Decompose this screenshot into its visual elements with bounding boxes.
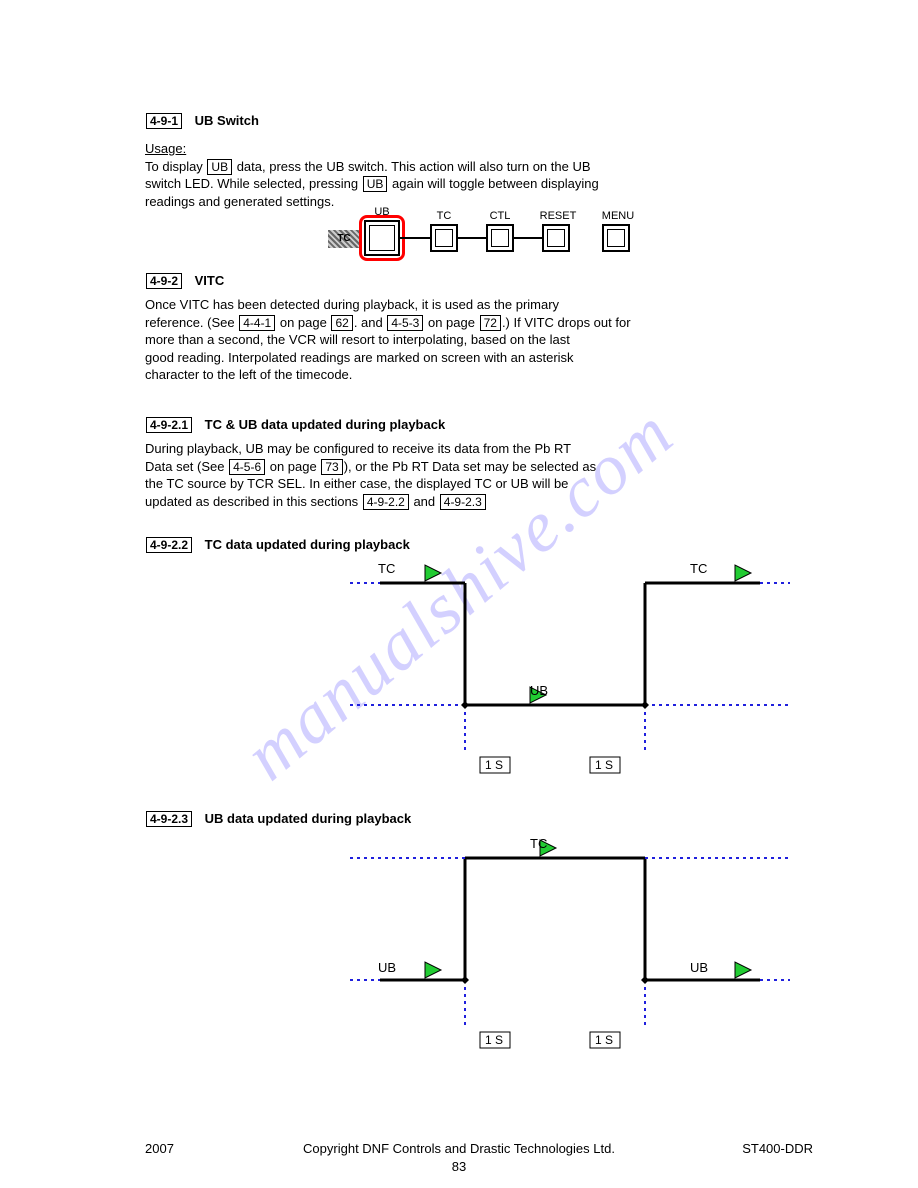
section-number-box: 4-9-1 <box>146 113 182 129</box>
section-title: UB data updated during playback <box>205 811 412 826</box>
section-title: TC data updated during playback <box>205 537 410 552</box>
tc-button[interactable]: TC <box>430 224 458 252</box>
section-title: UB Switch <box>195 113 259 128</box>
svg-text:1 S: 1 S <box>595 1033 613 1047</box>
menu-button-label: MENU <box>598 210 638 222</box>
section-492-text: Once VITC has been detected during playb… <box>145 296 785 384</box>
ub-button[interactable]: UB <box>364 220 400 256</box>
tc-button-label: TC <box>432 210 456 222</box>
section-title: TC & UB data updated during playback <box>205 417 446 432</box>
connector <box>400 237 430 239</box>
tc-diagram: TC UB TC 1 S 1 S <box>350 555 790 785</box>
usage: Usage: To display UB data, press the UB … <box>145 140 599 210</box>
section-number-box: 4-9-2.1 <box>146 417 192 433</box>
section-number-box: 4-9-2.2 <box>146 537 192 553</box>
reset-button[interactable]: RESET <box>542 224 570 252</box>
svg-text:UB: UB <box>690 960 708 975</box>
ub-box2: UB <box>363 176 388 192</box>
ub-button-label: UB <box>366 206 398 218</box>
usage-text5: readings and generated settings. <box>145 194 334 209</box>
svg-text:TC: TC <box>378 561 395 576</box>
section-4923-heading: 4-9-2.3 UB data updated during playback <box>145 810 411 828</box>
menu-button[interactable]: MENU <box>602 224 630 252</box>
section-title: VITC <box>195 273 225 288</box>
svg-text:UB: UB <box>378 960 396 975</box>
ub-diagram: UB TC UB 1 S 1 S <box>350 830 790 1060</box>
reset-button-label: RESET <box>538 210 578 222</box>
tc-tag: TC <box>328 230 360 248</box>
svg-text:UB: UB <box>530 683 548 698</box>
connector <box>458 237 486 239</box>
connector <box>514 237 542 239</box>
usage-text3: switch LED. While selected, pressing <box>145 176 362 191</box>
buttons-row: TC UB TC CTL RESET MENU <box>330 212 670 262</box>
svg-text:1 S: 1 S <box>485 1033 503 1047</box>
section-4922-heading: 4-9-2.2 TC data updated during playback <box>145 536 410 554</box>
section-number-box: 4-9-2 <box>146 273 182 289</box>
section-492-heading: 4-9-2 VITC <box>145 272 224 290</box>
usage-text: To display <box>145 159 206 174</box>
ub-box: UB <box>207 159 232 175</box>
ctl-button[interactable]: CTL <box>486 224 514 252</box>
svg-text:1 S: 1 S <box>485 758 503 772</box>
svg-text:1 S: 1 S <box>595 758 613 772</box>
footer-product: ST400-DDR <box>742 1140 813 1158</box>
section-heading: 4-9-1 UB Switch <box>145 112 259 130</box>
usage-heading: Usage: <box>145 141 186 156</box>
usage-text4: again will toggle between displaying <box>388 176 598 191</box>
usage-text2: data, press the UB switch. This action w… <box>233 159 590 174</box>
svg-text:TC: TC <box>530 836 547 851</box>
section-number-box: 4-9-2.3 <box>146 811 192 827</box>
section-4921-text: During playback, UB may be configured to… <box>145 440 785 510</box>
footer-page: 83 <box>0 1158 918 1176</box>
section-4921-heading: 4-9-2.1 TC & UB data updated during play… <box>145 416 445 434</box>
svg-text:TC: TC <box>690 561 707 576</box>
ctl-button-label: CTL <box>488 210 512 222</box>
